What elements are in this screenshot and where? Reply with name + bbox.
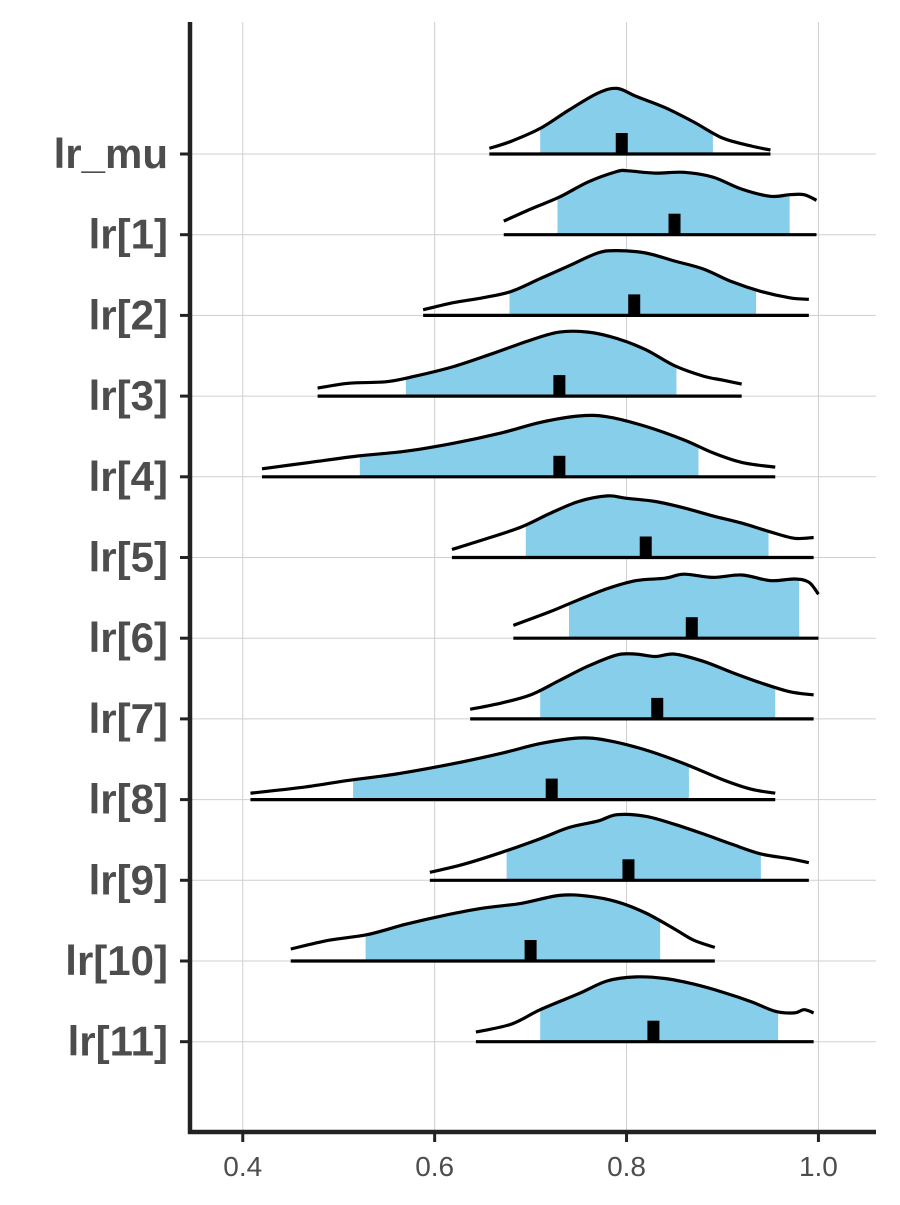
y-tick-label-0: lr_mu (54, 130, 168, 177)
y-tick-label-1: lr[1] (89, 211, 168, 258)
x-tick-label-1: 0.6 (415, 1151, 454, 1182)
axis-layer (180, 22, 876, 1142)
ridge-median-6 (685, 617, 698, 638)
ridge-density-2 (422, 248, 809, 312)
ridge-density-1 (503, 168, 818, 223)
y-tick-label-5: lr[5] (89, 534, 168, 581)
ridge-layer (250, 86, 820, 1044)
ridge-band-6 (568, 574, 800, 639)
ridge-median-7 (651, 697, 664, 718)
ridge-density-10 (290, 893, 716, 951)
x-tick-label-0: 0.4 (223, 1151, 262, 1182)
ridge-band-0 (540, 88, 713, 154)
ridge-band-8 (353, 738, 689, 800)
ridge-density-6 (512, 572, 820, 627)
y-tick-label-4: lr[4] (89, 453, 168, 500)
ridge-band-3 (405, 332, 677, 397)
ridge-density-7 (469, 652, 814, 711)
grid-layer (190, 22, 876, 1132)
ridge-density-0 (488, 86, 771, 152)
label-layer: lr_mu lr[1] lr[2] lr[3] lr[4] lr[5] lr[6] lr[7]… (54, 130, 838, 1182)
ridge-median-8 (545, 778, 558, 799)
ridge-median-9 (622, 859, 635, 880)
ridge-band-9 (506, 814, 761, 881)
ridge-band-4 (359, 416, 699, 477)
ridge-median-4 (553, 455, 566, 476)
y-tick-label-3: lr[3] (89, 372, 168, 419)
ridge-median-2 (628, 294, 641, 315)
y-tick-label-11: lr[11] (68, 1018, 168, 1065)
ridge-median-11 (647, 1020, 660, 1041)
ridge-median-1 (668, 213, 681, 234)
ridge-band-11 (540, 977, 779, 1042)
ridge-band-1 (557, 170, 790, 235)
ridge-density-11 (475, 975, 815, 1034)
ridge-band-5 (525, 496, 769, 558)
y-tick-label-2: lr[2] (89, 291, 168, 338)
ridge-median-0 (615, 133, 628, 153)
y-tick-label-10: lr[10] (65, 937, 168, 984)
ridge-band-10 (365, 895, 661, 961)
ridge-density-3 (317, 329, 743, 390)
y-tick-label-6: lr[6] (89, 614, 168, 661)
ridge-median-10 (524, 940, 537, 960)
ridge-density-9 (429, 812, 810, 874)
ridge-median-3 (553, 375, 566, 396)
ridge-band-7 (540, 654, 776, 719)
ridge-density-4 (261, 413, 776, 471)
ridge-density-8 (250, 736, 776, 795)
y-tick-label-8: lr[8] (89, 776, 168, 823)
y-tick-label-7: lr[7] (89, 695, 168, 742)
y-tick-label-9: lr[9] (89, 856, 168, 903)
x-tick-label-3: 1.0 (799, 1151, 838, 1182)
ridge-median-5 (639, 536, 652, 557)
x-tick-label-2: 0.8 (607, 1151, 646, 1182)
ridge-density-5 (451, 494, 814, 552)
